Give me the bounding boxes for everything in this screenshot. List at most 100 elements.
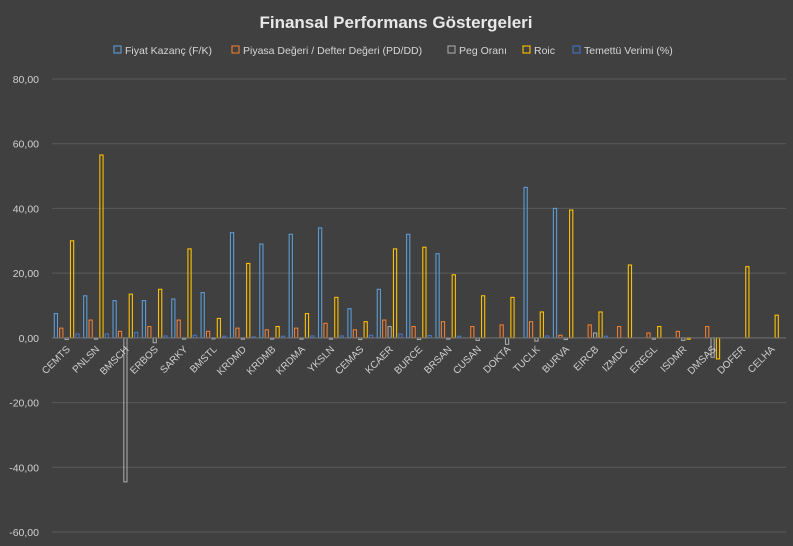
bar-piyasa-de-eri-defter-de-eri-pd-dd-dokta (499, 324, 504, 339)
bar-piyasa-de-eri-defter-de-eri-pd-dd-bmstl (205, 330, 211, 339)
x-tick-label: KCAER (364, 344, 396, 376)
bar-piyasa-de-eri-defter-de-eri-pd-dd-dmsas (705, 325, 710, 339)
bar-fiyat-kazan-f-k-sarky (171, 298, 176, 339)
bar-temett-verimi-bmsch (134, 331, 139, 339)
bar-peg-oran-eircb (593, 332, 598, 339)
bar-roic-brsan (451, 274, 456, 339)
bar-piyasa-de-eri-defter-de-eri-pd-dd-krdmb (264, 329, 269, 339)
bar-fiyat-kazan-f-k-tuclk (523, 186, 528, 339)
bar-roic-cemts (69, 240, 75, 339)
y-tick-label: 20,00 (13, 268, 39, 280)
bar-roic-krdma (304, 313, 310, 339)
x-tick-label: EIRCB (572, 344, 602, 374)
bar-piyasa-de-eri-defter-de-eri-pd-dd-cemas (352, 329, 358, 339)
bar-temett-verimi-pnlsn (104, 333, 109, 339)
legend-swatch (231, 45, 240, 54)
bar-peg-oran-bmsch (123, 337, 128, 483)
bar-piyasa-de-eri-defter-de-eri-pd-dd-brsan (440, 321, 446, 339)
bar-temett-verimi-kcaer (398, 333, 403, 339)
x-tick-label: BURCE (393, 344, 426, 377)
legend-swatch (113, 45, 122, 54)
bar-roic-eircb (598, 311, 603, 339)
legend-label: Piyasa Değeri / Defter Değeri (PD/DD) (243, 45, 422, 57)
x-tick-label: YKSLN (306, 344, 337, 375)
x-tick-label: BRSAN (422, 344, 454, 376)
bar-fiyat-kazan-f-k-burce (406, 233, 411, 339)
bar-piyasa-de-eri-defter-de-eri-pd-dd-eregl (646, 332, 651, 339)
bar-roic-erbos (158, 288, 163, 339)
bar-piyasa-de-eri-defter-de-eri-pd-dd-pnlsn (88, 319, 93, 339)
bar-piyasa-de-eri-defter-de-eri-pd-dd-bmsch (117, 330, 123, 339)
bar-fiyat-kazan-f-k-krdmb (259, 243, 264, 339)
y-tick-label: 40,00 (13, 203, 39, 215)
bar-roic-kcaer (392, 248, 398, 339)
bar-peg-oran-kcaer (387, 325, 392, 339)
bar-roic-dokta (510, 296, 515, 339)
y-tick-label: 0,00 (19, 333, 40, 345)
bar-fiyat-kazan-f-k-krdma (288, 233, 293, 339)
x-tick-label: EREGL (628, 344, 660, 376)
bar-roic-dmsas (715, 337, 721, 360)
bar-roic-krdmd (246, 262, 251, 339)
x-tick-label: TUCLK (512, 344, 543, 375)
bar-roic-izmdc (627, 264, 633, 339)
bar-piyasa-de-eri-defter-de-eri-pd-dd-yksln (323, 322, 328, 339)
bar-piyasa-de-eri-defter-de-eri-pd-dd-krdma (294, 327, 299, 339)
bar-roic-cusan (480, 295, 486, 339)
bar-fiyat-kazan-f-k-pnlsn (83, 295, 88, 339)
bar-roic-dofer (745, 266, 750, 339)
legend-swatch (572, 45, 581, 54)
bar-piyasa-de-eri-defter-de-eri-pd-dd-isdmr (675, 330, 680, 339)
bar-peg-oran-dokta (504, 337, 510, 345)
x-tick-label: BURVA (540, 344, 572, 376)
bar-fiyat-kazan-f-k-yksln (317, 227, 323, 339)
y-tick-label: 80,00 (13, 74, 39, 86)
x-tick-label: DMSAS (686, 344, 719, 377)
bar-fiyat-kazan-f-k-bmsch (112, 300, 117, 339)
bar-piyasa-de-eri-defter-de-eri-pd-dd-tuclk (528, 321, 534, 339)
bar-roic-celha (774, 314, 779, 339)
bar-fiyat-kazan-f-k-kcaer (376, 288, 381, 339)
bar-roic-bmstl (216, 317, 222, 339)
bar-fiyat-kazan-f-k-bmstl (200, 292, 205, 339)
bar-piyasa-de-eri-defter-de-eri-pd-dd-kcaer (382, 319, 387, 339)
bar-roic-pnlsn (99, 154, 104, 339)
bar-peg-oran-erbos (152, 337, 157, 344)
bar-roic-tuclk (539, 311, 544, 339)
bar-fiyat-kazan-f-k-brsan (435, 253, 440, 339)
chart-legend: Fiyat Kazanç (F/K) Piyasa Değeri / Defter… (113, 45, 673, 57)
bar-piyasa-de-eri-defter-de-eri-pd-dd-cusan (470, 325, 475, 339)
bar-roic-krdmb (275, 325, 280, 339)
y-tick-label: 60,00 (13, 139, 39, 151)
legend-label: Temettü Verimi (%) (584, 45, 673, 57)
x-tick-label: KRDMA (274, 344, 308, 378)
x-tick-label: CELHA (746, 344, 778, 376)
bar-roic-cemas (363, 321, 368, 339)
x-tick-label: KRDMB (245, 344, 279, 378)
bar-roic-eregl (657, 325, 662, 339)
x-tick-label: SARKY (158, 344, 190, 376)
y-axis: -60,00 -40,00 -20,00 0,00 20,00 40,00 60,00 80,… (9, 74, 39, 539)
bar-piyasa-de-eri-defter-de-eri-pd-dd-izmdc (616, 325, 622, 339)
bar-piyasa-de-eri-defter-de-eri-pd-dd-cemts (59, 327, 64, 339)
bar-piyasa-de-eri-defter-de-eri-pd-dd-erbos (147, 325, 152, 339)
bar-roic-burva (569, 209, 574, 339)
legend-label: Fiyat Kazanç (F/K) (125, 45, 212, 57)
bar-temett-verimi-cemts (75, 333, 80, 339)
bar-piyasa-de-eri-defter-de-eri-pd-dd-burce (411, 325, 416, 339)
bar-piyasa-de-eri-defter-de-eri-pd-dd-eircb (587, 324, 592, 339)
bar-fiyat-kazan-f-k-cemts (53, 313, 59, 339)
bar-roic-bmsch (128, 293, 133, 339)
x-axis: CEMTSPNLSNBMSCHERBOSSARKYBMSTLKRDMDKRDMB… (40, 337, 786, 378)
x-tick-label: KRDMD (215, 344, 249, 378)
y-tick-label: -60,00 (9, 527, 39, 539)
y-tick-label: -20,00 (9, 398, 39, 410)
bar-fiyat-kazan-f-k-krdmd (229, 232, 235, 339)
bar-piyasa-de-eri-defter-de-eri-pd-dd-krdmd (235, 327, 240, 339)
x-tick-label: PNLSN (71, 344, 102, 375)
legend-swatch (522, 45, 531, 54)
bar-piyasa-de-eri-defter-de-eri-pd-dd-sarky (176, 319, 181, 339)
x-tick-label: IZMDC (600, 344, 630, 374)
x-tick-label: CEMAS (333, 344, 366, 377)
